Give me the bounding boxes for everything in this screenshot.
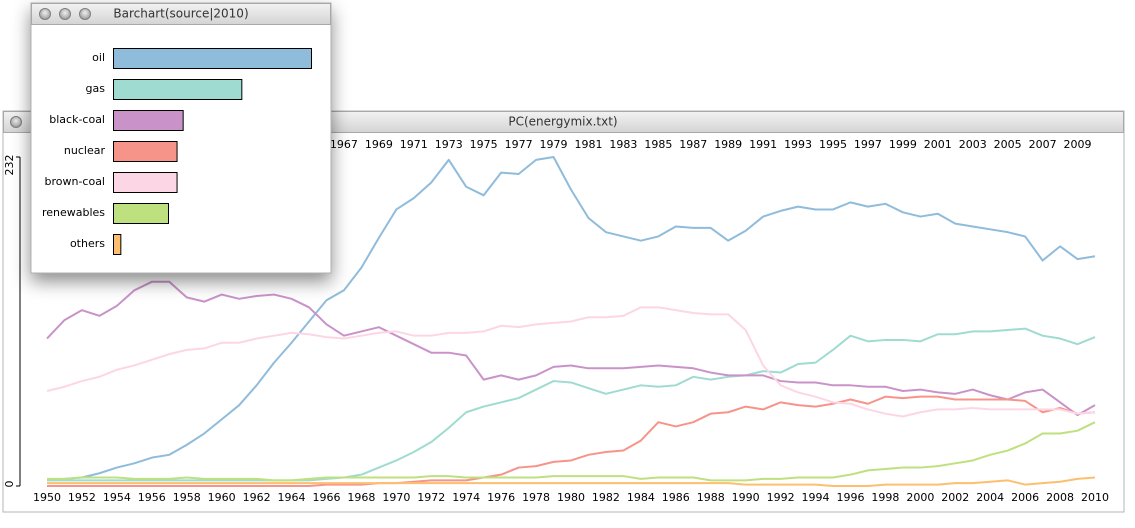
category-label: nuclear: [64, 144, 106, 157]
x-tick-label: 2000: [906, 491, 934, 504]
x-top-tick-label: 1997: [854, 138, 882, 151]
x-top-tick-label: 1985: [644, 138, 672, 151]
x-tick-label: 1996: [836, 491, 864, 504]
x-top-tick-label: 2001: [924, 138, 952, 151]
bar: [113, 79, 243, 100]
x-top-tick-label: 1969: [365, 138, 393, 151]
window-title: Barchart(source|2010): [113, 7, 248, 21]
series-line: [46, 306, 1096, 418]
x-tick-label: 1968: [347, 491, 375, 504]
x-top-tick-label: 2005: [994, 138, 1022, 151]
x-tick-label: 1970: [382, 491, 410, 504]
x-tick-label: 2008: [1046, 491, 1074, 504]
bar: [113, 141, 178, 162]
x-tick-label: 1988: [697, 491, 725, 504]
x-tick-label: 1954: [103, 491, 131, 504]
x-top-tick-label: 1981: [574, 138, 602, 151]
x-tick-label: 2004: [976, 491, 1004, 504]
x-tick-label: 1998: [871, 491, 899, 504]
x-top-tick-label: 1989: [714, 138, 742, 151]
series-line: [46, 156, 1096, 482]
category-label: oil: [92, 51, 105, 64]
x-top-tick-label: 1973: [435, 138, 463, 151]
zoom-button[interactable]: [79, 8, 91, 20]
x-top-tick-label: 2003: [959, 138, 987, 151]
x-top-tick-label: 1993: [784, 138, 812, 151]
bar-window: Barchart(source|2010) oil gas black-coal nu…: [30, 2, 332, 274]
x-tick-label: 1952: [68, 491, 96, 504]
x-top-tick-label: 1971: [400, 138, 428, 151]
x-tick-label: 1964: [278, 491, 306, 504]
x-tick-label: 2006: [1011, 491, 1039, 504]
bar-area: oil gas black-coal nuclear brown-coal renewab…: [42, 48, 312, 255]
x-top-tick-label: 1977: [505, 138, 533, 151]
category-label: black-coal: [49, 113, 105, 126]
series-line: [47, 421, 1096, 482]
x-top-tick-label: 1983: [609, 138, 637, 151]
window-title: PC(energymix.txt): [508, 115, 617, 129]
x-tick-label: 1960: [208, 491, 236, 504]
x-top-tick-label: 1995: [819, 138, 847, 151]
bar: [113, 203, 169, 224]
bar: [113, 110, 184, 131]
x-tick-label: 1962: [243, 491, 271, 504]
x-top-tick-label: 1979: [540, 138, 568, 151]
series-line: [47, 476, 1096, 487]
series-line: [47, 327, 1096, 482]
x-top-tick-label: 2007: [1029, 138, 1057, 151]
x-tick-label: 1986: [662, 491, 690, 504]
x-tick-label: 1956: [138, 491, 166, 504]
x-top-tick-label: 1999: [889, 138, 917, 151]
y-tick-label: 232: [3, 155, 16, 176]
x-top-tick-label: 1975: [470, 138, 498, 151]
x-tick-label: 1984: [627, 491, 655, 504]
close-button[interactable]: [10, 116, 22, 128]
y-tick-label: 0: [3, 481, 16, 488]
x-top-tick-label: 1991: [749, 138, 777, 151]
bar: [113, 172, 178, 193]
series-line: [47, 395, 1096, 487]
x-tick-label: 1978: [522, 491, 550, 504]
x-top-tick-label: 1967: [330, 138, 358, 151]
category-label: brown-coal: [44, 175, 105, 188]
window-frame: [30, 2, 332, 274]
x-tick-label: 1994: [802, 491, 830, 504]
x-tick-label: 1992: [767, 491, 795, 504]
x-tick-label: 1958: [173, 491, 201, 504]
x-tick-label: 1974: [452, 491, 480, 504]
x-top-tick-label: 2009: [1064, 138, 1092, 151]
minimize-button[interactable]: [59, 8, 71, 20]
plot-area: 0 232 1950 1952 1954 1956 1958 1960 1962 1964 1966…: [3, 138, 1109, 504]
series-line: [46, 280, 1096, 417]
category-label: others: [70, 237, 105, 250]
x-tick-label: 1990: [732, 491, 760, 504]
x-tick-label: 1982: [592, 491, 620, 504]
bar: [113, 234, 122, 255]
x-top-tick-label: 1987: [679, 138, 707, 151]
x-tick-label: 2010: [1081, 491, 1109, 504]
x-tick-label: 1980: [557, 491, 585, 504]
category-label: renewables: [42, 206, 105, 219]
x-tick-label: 1972: [417, 491, 445, 504]
x-tick-label: 1976: [487, 491, 515, 504]
close-button[interactable]: [39, 8, 51, 20]
x-tick-label: 1966: [312, 491, 340, 504]
title-bar: [31, 3, 331, 25]
x-tick-label: 1950: [33, 491, 61, 504]
x-tick-label: 2002: [941, 491, 969, 504]
bar: [113, 48, 312, 69]
category-label: gas: [86, 82, 106, 95]
